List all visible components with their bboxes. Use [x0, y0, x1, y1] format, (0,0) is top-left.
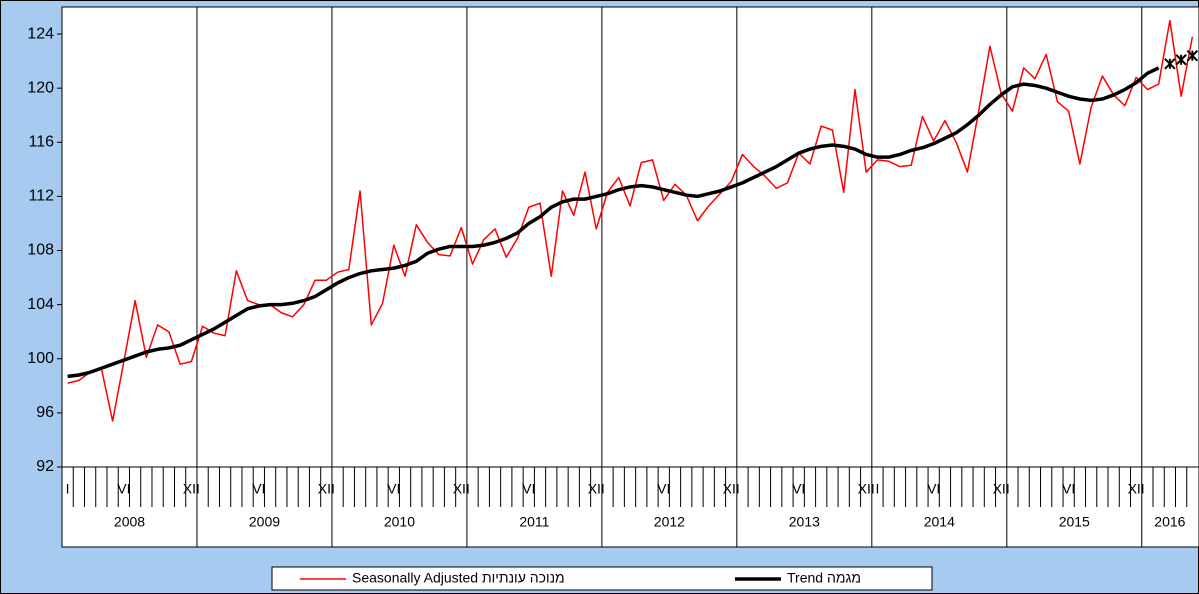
year-label: 2009 — [249, 514, 280, 530]
forecast-marker — [1164, 58, 1176, 70]
forecast-marker — [1175, 54, 1187, 66]
legend — [271, 566, 933, 591]
year-label: 2008 — [114, 514, 145, 530]
x-tick-label: XII — [1128, 481, 1145, 497]
series-line — [67, 19, 1194, 422]
year-label: 2016 — [1154, 514, 1185, 530]
x-tick-label: VI — [522, 481, 535, 497]
y-tick-label: 92 — [36, 458, 54, 475]
x-tick-label: I — [66, 481, 70, 497]
x-tick-label: XII — [453, 481, 470, 497]
y-tick-label: 104 — [27, 296, 54, 313]
x-tick-label: VI — [657, 481, 670, 497]
x-tick-label: XII — [993, 481, 1010, 497]
year-label: 2012 — [654, 514, 685, 530]
x-tick-label: XII — [183, 481, 200, 497]
y-tick-label: 112 — [28, 188, 54, 205]
x-tick-label: VI — [927, 481, 940, 497]
legend-label: Trend מגמה — [787, 570, 861, 586]
x-tick-label: XII — [858, 481, 875, 497]
y-tick-label: 120 — [27, 79, 54, 96]
x-tick-label: XII — [723, 481, 740, 497]
x-tick-label: VI — [1062, 481, 1075, 497]
x-tick-label: I — [876, 481, 880, 497]
year-label: 2014 — [924, 514, 955, 530]
year-label: 2011 — [519, 514, 549, 530]
series-line — [67, 66, 1160, 379]
y-tick-label: 108 — [27, 242, 54, 259]
x-tick-label: VI — [792, 481, 805, 497]
y-tick-label: 96 — [36, 404, 54, 421]
x-tick-label: VI — [117, 481, 130, 497]
year-label: 2010 — [384, 514, 415, 530]
legend-label: Seasonally Adjusted מנוכה עונתיות — [352, 570, 565, 586]
y-tick-label: 116 — [28, 134, 54, 151]
x-tick-label: VI — [387, 481, 400, 497]
year-label: 2015 — [1059, 514, 1090, 530]
y-tick-label: 100 — [27, 350, 54, 367]
year-label: 2013 — [789, 514, 820, 530]
x-tick-label: XII — [588, 481, 605, 497]
y-tick-label: 124 — [27, 25, 54, 42]
forecast-marker — [1186, 49, 1199, 62]
plot-area — [61, 6, 1199, 548]
x-tick-label: VI — [252, 481, 265, 497]
x-tick-label: XII — [318, 481, 335, 497]
